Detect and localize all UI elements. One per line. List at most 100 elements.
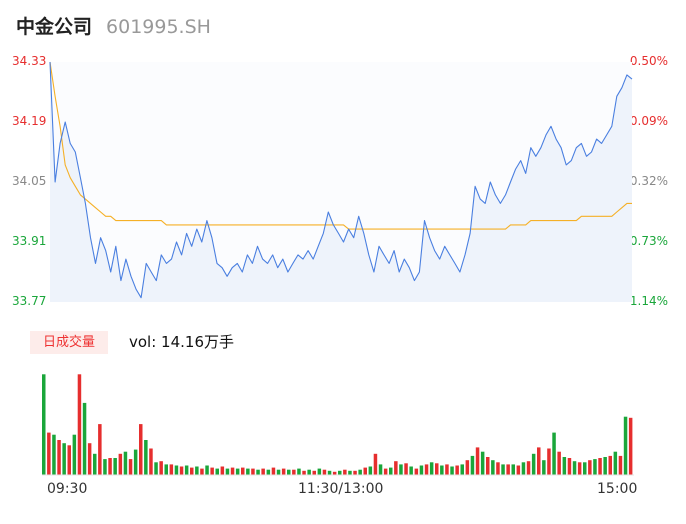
volume-bar xyxy=(42,374,46,475)
volume-bar xyxy=(184,465,189,475)
volume-bar xyxy=(123,451,128,475)
volume-bar xyxy=(281,468,286,475)
pct-tick-3: -0.73% xyxy=(625,234,668,248)
volume-bar xyxy=(343,469,347,475)
volume-bar xyxy=(628,417,633,475)
volume-readout: vol: 14.16万手 xyxy=(129,333,234,351)
volume-bar xyxy=(358,469,362,475)
volume-bar xyxy=(190,467,194,475)
volume-bar xyxy=(235,468,240,475)
volume-bar xyxy=(332,471,337,475)
average-price-line xyxy=(49,61,632,230)
volume-bar xyxy=(475,447,480,475)
volume-bar xyxy=(394,461,398,475)
price-tick-4: 33.77 xyxy=(12,294,47,308)
price-area-fill xyxy=(50,62,632,302)
volume-panel xyxy=(42,374,634,476)
volume-bar xyxy=(164,464,168,475)
volume-bar xyxy=(353,470,357,475)
volume-bar xyxy=(516,465,521,475)
volume-bar xyxy=(271,467,276,475)
volume-bar xyxy=(149,448,153,475)
volume-bar xyxy=(93,453,97,475)
volume-bar xyxy=(276,469,281,475)
volume-bar xyxy=(77,374,82,475)
volume-bar xyxy=(383,468,388,475)
volume-bar xyxy=(531,453,536,475)
volume-bar xyxy=(307,469,311,475)
volume-bar xyxy=(302,470,306,475)
price-tick-3: 33.91 xyxy=(12,234,47,248)
volume-bar xyxy=(618,455,623,475)
volume-bar xyxy=(501,464,505,475)
volume-bar xyxy=(87,443,92,475)
x-tick-close: 15:00 xyxy=(597,481,638,497)
volume-bar xyxy=(215,468,219,475)
stock-code: 601995.SH xyxy=(106,16,211,38)
volume-bar xyxy=(251,468,255,475)
price-panel xyxy=(49,61,633,302)
volume-bar xyxy=(404,463,408,475)
pct-tick-4: -1.14% xyxy=(625,294,668,308)
volume-bar xyxy=(562,457,567,475)
volume-bar xyxy=(246,468,250,475)
volume-tab[interactable]: 日成交量 xyxy=(30,331,108,354)
volume-bar xyxy=(608,455,612,475)
volume-bar xyxy=(577,462,582,475)
volume-bar xyxy=(593,459,597,475)
volume-bar xyxy=(557,451,561,475)
pct-tick-1: 0.09% xyxy=(629,114,668,128)
volume-bar xyxy=(450,466,454,475)
volume-bar xyxy=(174,465,179,475)
volume-bar xyxy=(348,470,352,475)
volume-bar xyxy=(159,461,163,475)
volume-bar xyxy=(368,466,373,475)
volume-bar xyxy=(429,462,434,475)
volume-bar xyxy=(113,458,117,475)
volume-bar xyxy=(266,469,271,475)
price-line xyxy=(49,61,633,299)
volume-bar xyxy=(588,460,592,475)
volume-bar xyxy=(542,460,546,475)
volume-bar xyxy=(572,461,577,475)
volume-bar xyxy=(491,460,495,475)
volume-bar xyxy=(424,464,429,475)
volume-bar xyxy=(292,469,296,475)
volume-bar xyxy=(409,466,413,475)
volume-bar xyxy=(327,470,332,475)
volume-bar xyxy=(154,462,158,475)
volume-bar xyxy=(67,445,71,475)
volume-bar xyxy=(144,440,148,475)
volume-bar xyxy=(373,453,378,475)
volume-bar xyxy=(613,451,618,475)
volume-bar xyxy=(179,466,184,475)
volume-bar xyxy=(241,467,245,475)
stock-header: 中金公司 601995.SH xyxy=(16,12,211,40)
volume-bar xyxy=(465,460,470,475)
stock-name: 中金公司 xyxy=(16,16,93,38)
price-tick-0: 34.33 xyxy=(12,54,47,68)
price-tick-2: 34.05 xyxy=(12,174,47,188)
volume-bar xyxy=(583,462,587,475)
volume-bar xyxy=(552,432,556,475)
volume-bar xyxy=(506,464,510,475)
volume-bar xyxy=(139,424,143,475)
pct-tick-0: 0.50% xyxy=(629,54,668,68)
volume-bar xyxy=(57,440,61,475)
volume-bar xyxy=(322,469,327,475)
volume-bar xyxy=(389,467,393,475)
volume-bar xyxy=(287,469,291,475)
volume-bar xyxy=(72,434,77,475)
volume-bar xyxy=(205,465,209,475)
volume-bar xyxy=(169,464,174,475)
volume-bar xyxy=(261,468,265,475)
volume-bar xyxy=(460,464,464,475)
price-tick-1: 34.19 xyxy=(12,114,47,128)
volume-bar xyxy=(526,461,531,475)
volume-bar xyxy=(363,467,367,475)
volume-bar xyxy=(603,457,607,475)
volume-bar xyxy=(511,464,515,475)
volume-bar xyxy=(419,465,424,475)
volume-bar xyxy=(108,458,112,475)
